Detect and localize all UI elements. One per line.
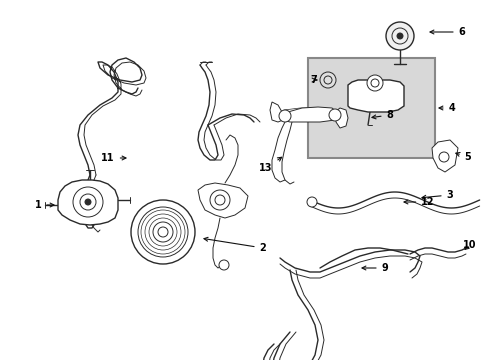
Circle shape: [73, 187, 103, 217]
Polygon shape: [269, 102, 283, 122]
Polygon shape: [58, 180, 118, 225]
Circle shape: [158, 227, 168, 237]
Text: 4: 4: [438, 103, 454, 113]
Circle shape: [319, 72, 335, 88]
Circle shape: [85, 199, 91, 205]
Text: 5: 5: [455, 152, 470, 162]
Circle shape: [328, 109, 340, 121]
Circle shape: [80, 194, 96, 210]
Polygon shape: [334, 108, 347, 128]
Polygon shape: [431, 140, 457, 172]
Circle shape: [215, 195, 224, 205]
Circle shape: [209, 190, 229, 210]
Text: 7: 7: [310, 75, 317, 85]
Text: 10: 10: [462, 240, 476, 250]
Circle shape: [153, 222, 173, 242]
Circle shape: [219, 260, 228, 270]
Polygon shape: [198, 183, 247, 218]
Text: 1: 1: [35, 200, 54, 210]
Text: 11: 11: [101, 153, 126, 163]
Circle shape: [138, 207, 187, 257]
Bar: [307, 58, 434, 158]
Text: 12: 12: [403, 197, 434, 207]
Circle shape: [385, 22, 413, 50]
Text: 2: 2: [203, 237, 266, 253]
Polygon shape: [347, 80, 403, 112]
Circle shape: [438, 152, 448, 162]
Text: 8: 8: [371, 110, 393, 120]
Text: 13: 13: [259, 157, 281, 173]
Text: 3: 3: [421, 190, 452, 200]
Circle shape: [396, 33, 402, 39]
Text: 9: 9: [361, 263, 387, 273]
Circle shape: [306, 197, 316, 207]
Polygon shape: [282, 107, 337, 122]
Circle shape: [279, 110, 290, 122]
Circle shape: [131, 200, 195, 264]
Circle shape: [366, 75, 382, 91]
Circle shape: [370, 79, 378, 87]
Text: 6: 6: [429, 27, 465, 37]
